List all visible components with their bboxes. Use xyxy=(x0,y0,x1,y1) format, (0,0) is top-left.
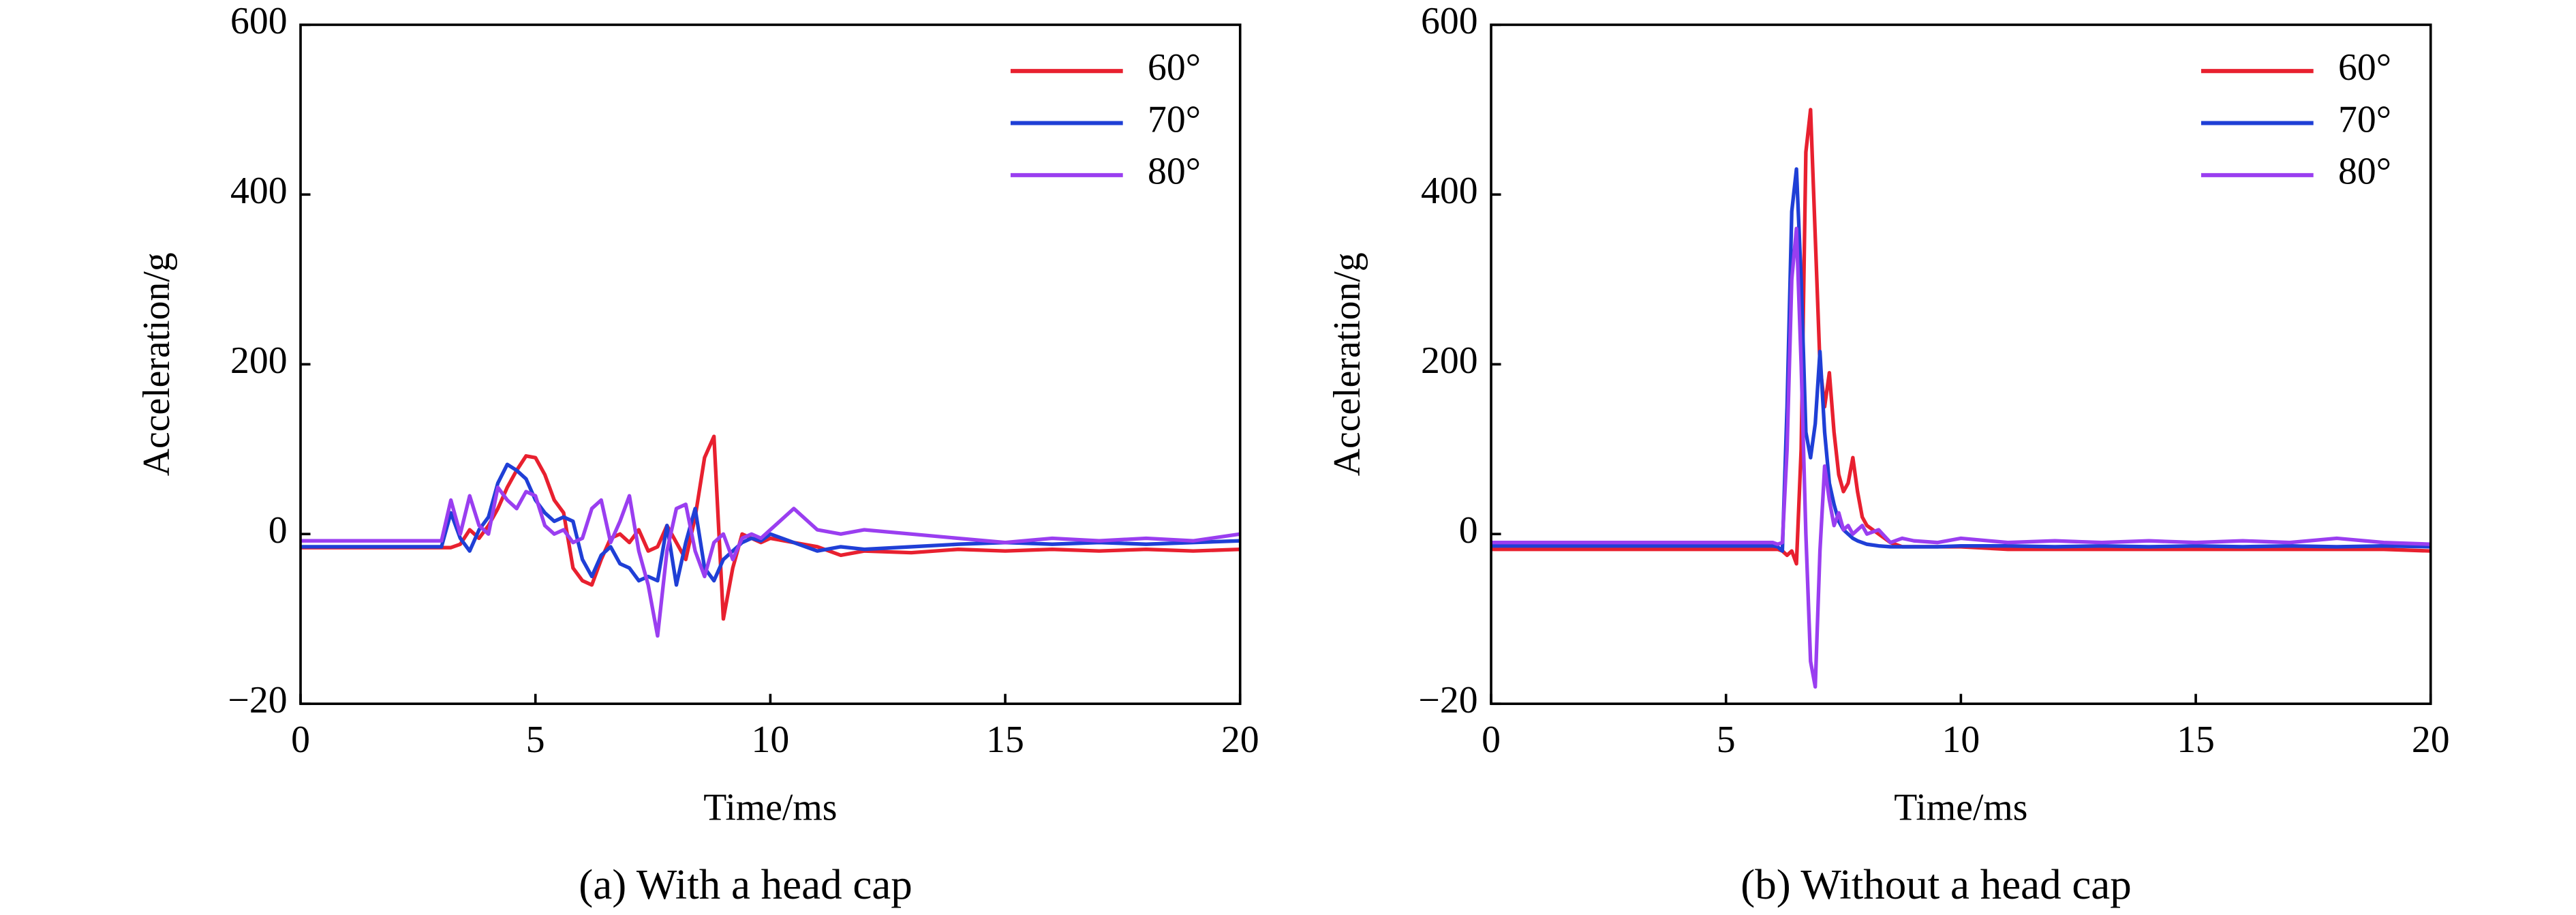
y-tick-label: −20 xyxy=(1418,679,1477,721)
legend-label: 70° xyxy=(2338,98,2391,140)
x-axis-label: Time/ms xyxy=(703,786,837,828)
x-tick-label: 15 xyxy=(986,719,1024,761)
y-tick-label: 200 xyxy=(230,340,288,382)
x-tick-label: 20 xyxy=(2412,719,2450,761)
x-tick-label: 5 xyxy=(526,719,545,761)
legend-label: 60° xyxy=(2338,46,2391,89)
legend-label: 60° xyxy=(1148,46,1201,89)
y-tick-label: 400 xyxy=(230,170,288,212)
series-line xyxy=(1491,167,2431,553)
y-axis-label: Acceleration/g xyxy=(136,252,178,476)
x-tick-label: 20 xyxy=(1221,719,1259,761)
plot-frame xyxy=(1490,23,2432,706)
y-tick-label: 0 xyxy=(1459,509,1478,552)
caption: (a) With a head cap xyxy=(579,860,912,908)
legend-label: 80° xyxy=(1148,151,1201,193)
y-tick-label: −20 xyxy=(228,679,287,721)
y-tick-label: 200 xyxy=(1421,340,1478,382)
series-line xyxy=(301,462,1240,587)
y-tick-label: 600 xyxy=(1421,0,1478,42)
x-axis-label: Time/ms xyxy=(1894,786,2027,828)
caption: (b) Without a head cap xyxy=(1741,860,2131,908)
y-tick-label: 600 xyxy=(230,0,288,42)
x-tick-label: 15 xyxy=(2177,719,2215,761)
legend-label: 70° xyxy=(1148,98,1201,140)
series-line xyxy=(1491,108,2431,566)
x-tick-label: 10 xyxy=(1942,719,1980,761)
x-tick-label: 10 xyxy=(752,719,790,761)
y-axis-label: Acceleration/g xyxy=(1326,252,1368,476)
plot-frame xyxy=(299,23,1242,706)
x-tick-label: 0 xyxy=(1482,719,1501,761)
x-tick-label: 5 xyxy=(1717,719,1736,761)
y-tick-label: 0 xyxy=(269,509,288,552)
x-tick-label: 0 xyxy=(291,719,310,761)
y-tick-label: 400 xyxy=(1421,170,1478,212)
series-line xyxy=(1491,226,2431,689)
series-line xyxy=(301,485,1241,638)
legend-label: 80° xyxy=(2338,151,2391,193)
